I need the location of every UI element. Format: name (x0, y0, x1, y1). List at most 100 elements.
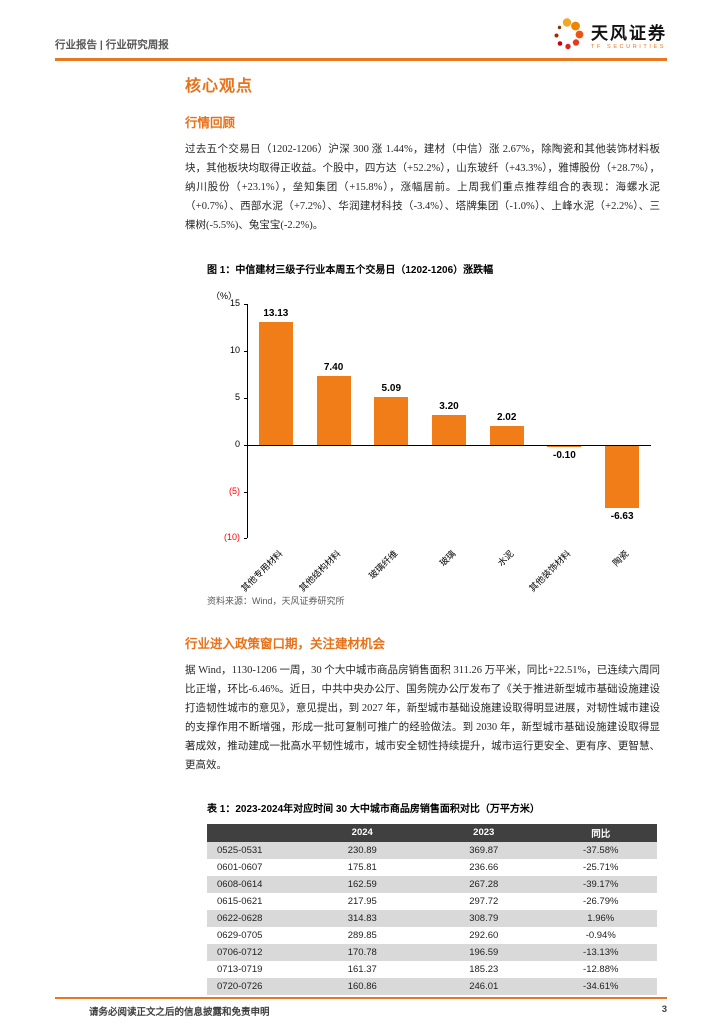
table-1-title: 表 1：2023-2024年对应时间 30 大中城市商品房销售面积对比（万平方米… (207, 803, 540, 815)
bar (547, 445, 582, 447)
weekly-change-bar-chart: （%） 15 10 5 0 (5) (10) 13.13 其他专用材料 7.40 其他结构材料 5.0… (207, 286, 667, 594)
y-axis-line (247, 304, 248, 539)
table-row: 0713-0719 161.37 185.23 -12.88% (207, 960, 657, 978)
table-header-row: 2024 2023 同比 (207, 823, 657, 842)
table-cell: -37.58% (583, 844, 619, 856)
x-axis-line (247, 444, 651, 446)
table-cell: 170.78 (347, 946, 377, 958)
bar (258, 321, 293, 445)
table-row: 0601-0607 175.81 236.66 -25.71% (207, 858, 657, 876)
table-cell: 230.89 (347, 844, 377, 856)
table-cell: 1.96% (587, 912, 615, 924)
table-cell: 0629-0705 (217, 929, 263, 941)
table-cell: 314.83 (347, 912, 377, 924)
table-cell: 185.23 (469, 963, 499, 975)
bar-value-label: -6.63 (610, 510, 634, 522)
bar-value-label: 5.09 (381, 383, 402, 395)
table-cell: 246.01 (469, 980, 499, 992)
table-cell: 0720-0726 (217, 980, 263, 992)
housing-sales-table: 2024 2023 同比 0525-0531 230.89 369.87 -37.58% 06… (207, 823, 657, 995)
brand-text: 天风证券 TF SECURITIES (591, 24, 667, 50)
y-tick-mark (244, 491, 247, 493)
table-cell: 161.37 (347, 963, 377, 975)
y-tick-label: 15 (229, 298, 240, 309)
table-cell: 0713-0719 (217, 963, 263, 975)
y-tick-label: (5) (229, 485, 240, 496)
table-cell: -13.13% (583, 946, 619, 958)
tf-securities-logo-icon (549, 17, 585, 58)
table-cell: 0706-0712 (217, 946, 263, 958)
y-tick-label: 5 (234, 392, 240, 403)
footer-divider (55, 997, 667, 999)
table-cell: 217.95 (347, 895, 377, 907)
x-axis-category-label: 其他结构材料 (296, 548, 343, 595)
table-cell: -12.88% (583, 963, 619, 975)
table-row: 0608-0614 162.59 267.28 -39.17% (207, 875, 657, 893)
table-cell: 2024 (351, 827, 373, 839)
table-cell: -39.17% (583, 878, 619, 890)
table-cell: 175.81 (347, 861, 377, 873)
y-tick-mark (244, 398, 247, 400)
y-tick-mark (244, 444, 247, 446)
y-axis-unit-label: （%） (211, 291, 238, 302)
bar-value-label: 13.13 (263, 307, 289, 319)
bar (374, 397, 409, 445)
footer-disclaimer: 请务必阅读正文之后的信息披露和免责申明 (89, 1007, 270, 1018)
table-1-block: 表 1：2023-2024年对应时间 30 大中城市商品房销售面积对比（万平方米… (207, 800, 657, 995)
table-cell: 292.60 (469, 929, 499, 941)
bar (316, 375, 351, 445)
bar-value-label: -0.10 (553, 449, 576, 461)
bar (605, 445, 640, 508)
x-axis-category-label: 玻璃 (437, 548, 458, 569)
x-axis-category-label: 其他专用材料 (239, 548, 285, 595)
bar-value-label: 2.02 (496, 411, 517, 423)
y-tick-label: (10) (223, 532, 240, 543)
table-cell: -34.61% (583, 980, 619, 992)
table-row: 0525-0531 230.89 369.87 -37.58% (207, 841, 657, 859)
table-cell: 160.86 (347, 980, 377, 992)
table-row: 0615-0621 217.95 297.72 -26.79% (207, 892, 657, 910)
policy-paragraph: 据 Wind，1130-1206 一周，30 个大中城市商品房销售面积 311.… (185, 665, 660, 771)
page-content: 核心观点 行情回顾 过去五个交易日（1202-1206）沪深 300 涨 1.4… (185, 72, 660, 995)
y-tick-mark (244, 351, 247, 353)
figure-1-block: 图 1：中信建材三级子行业本周五个交易日（1202-1206）涨跌幅 （%） 15… (207, 261, 667, 607)
table-cell: 0525-0531 (217, 844, 263, 856)
table-cell: 2023 (473, 827, 495, 839)
x-axis-category-label: 水泥 (495, 548, 516, 569)
table-cell: 0622-0628 (217, 912, 263, 924)
report-type-label: 行业报告 | 行业研究周报 (55, 39, 169, 51)
table-cell: 369.87 (469, 844, 499, 856)
table-cell: 289.85 (347, 929, 377, 941)
table-cell: -0.94% (585, 929, 616, 941)
y-tick-label: 0 (234, 438, 240, 449)
table-cell: 267.28 (469, 878, 499, 890)
table-cell: 0608-0614 (217, 878, 263, 890)
y-tick-mark (244, 304, 247, 306)
table-row: 0622-0628 314.83 308.79 1.96% (207, 909, 657, 927)
page-header: 行业报告 | 行业研究周报 天风证券 TF SECURITIES (55, 18, 667, 58)
table-cell: 297.72 (469, 895, 499, 907)
table-row: 0629-0705 289.85 292.60 -0.94% (207, 926, 657, 944)
table-cell: -26.79% (583, 895, 619, 907)
bar-value-label: 3.20 (439, 400, 459, 412)
bar-value-label: 7.40 (323, 361, 344, 373)
policy-window-heading: 行业进入政策窗口期，关注建材机会 (185, 637, 386, 652)
table-cell: 162.59 (347, 878, 377, 890)
brand-name: 天风证券 (591, 24, 667, 44)
page-footer: 请务必阅读正文之后的信息披露和免责申明 3 (55, 1004, 667, 1018)
figure-1-title: 图 1：中信建材三级子行业本周五个交易日（1202-1206）涨跌幅 (207, 265, 494, 277)
market-review-paragraph: 过去五个交易日（1202-1206）沪深 300 涨 1.44%，建材（中信）涨… (185, 144, 660, 231)
brand-subtitle: TF SECURITIES (591, 43, 667, 50)
x-axis-category-label: 玻璃纤维 (367, 548, 400, 582)
table-cell: 196.59 (469, 946, 499, 958)
y-tick-mark (244, 538, 247, 540)
brand-logo: 天风证券 TF SECURITIES (549, 17, 667, 58)
header-divider (55, 58, 667, 61)
table-cell: 236.66 (469, 861, 499, 873)
table-cell: 0601-0607 (217, 861, 263, 873)
figure-1-source: 资料来源：Wind，天风证券研究所 (207, 596, 345, 607)
core-viewpoint-title: 核心观点 (185, 78, 254, 95)
market-review-heading: 行情回顾 (185, 116, 236, 130)
table-row: 0720-0726 160.86 246.01 -34.61% (207, 977, 657, 995)
